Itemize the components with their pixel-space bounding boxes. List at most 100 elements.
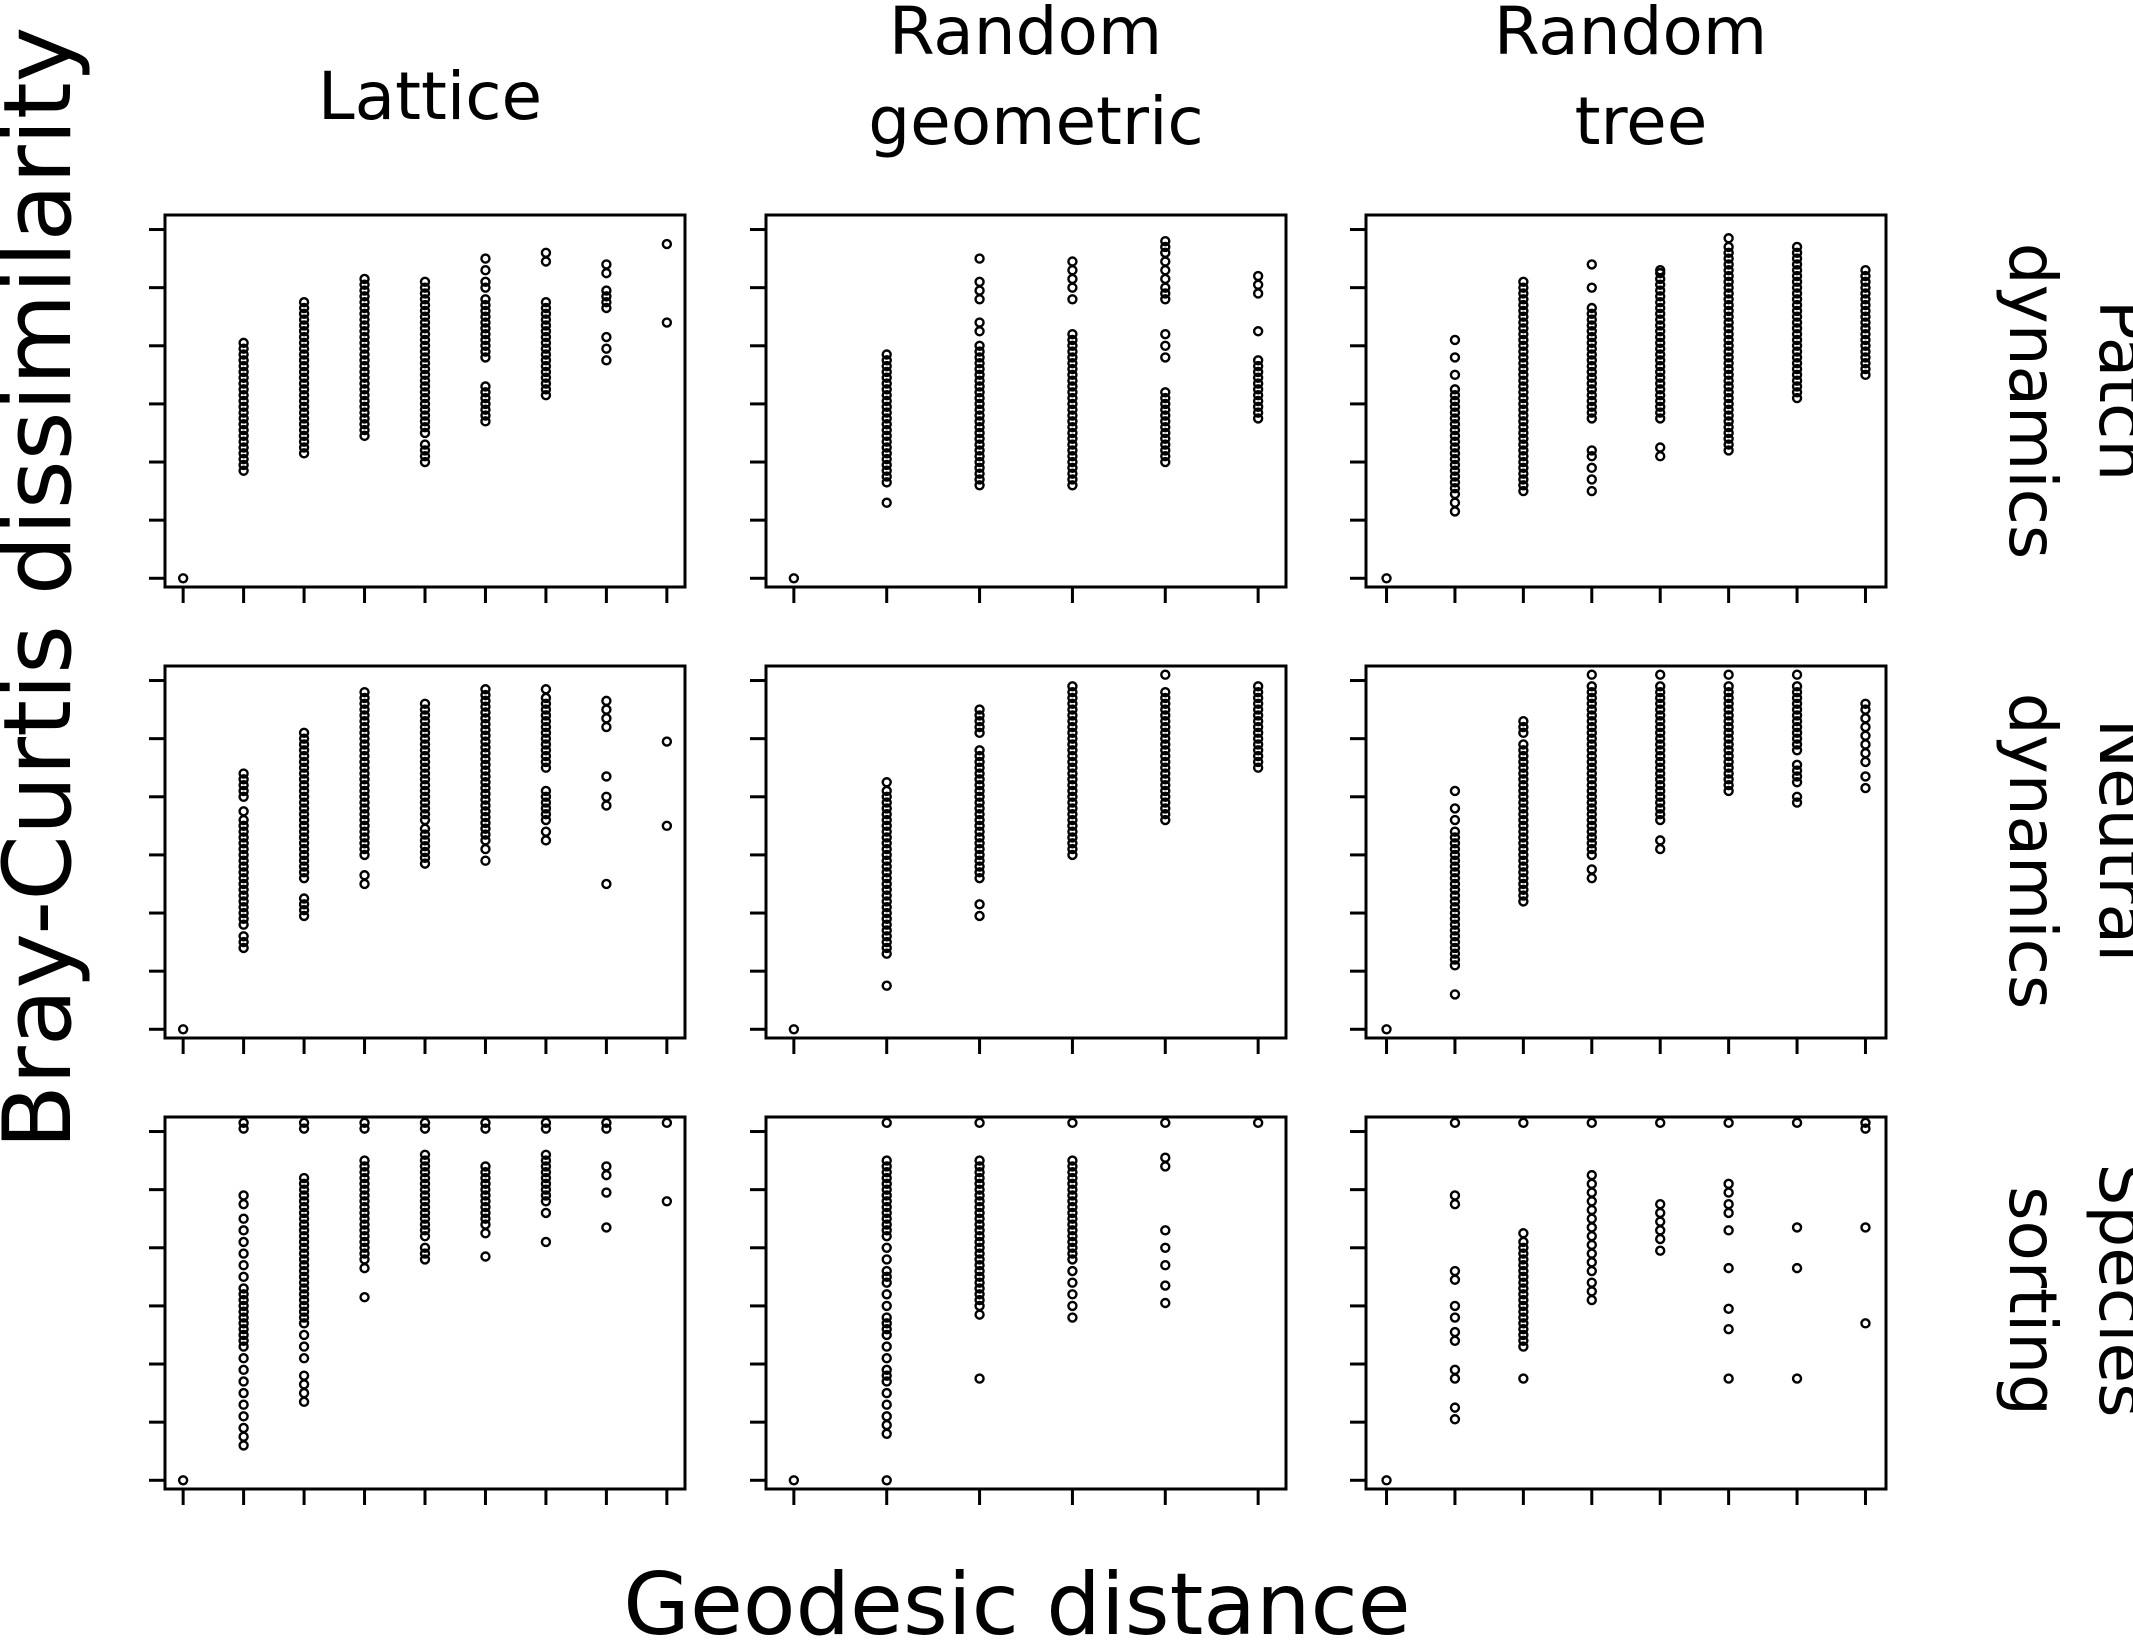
data-point bbox=[1518, 838, 1529, 849]
data-point bbox=[1655, 302, 1666, 314]
data-point bbox=[1723, 681, 1734, 692]
data-point bbox=[881, 1219, 892, 1230]
data-point bbox=[238, 436, 249, 447]
data-point bbox=[1586, 797, 1597, 808]
data-point bbox=[974, 768, 985, 779]
data-point bbox=[1252, 384, 1264, 395]
data-point bbox=[298, 1277, 310, 1288]
data-point bbox=[1252, 360, 1264, 372]
data-point bbox=[238, 907, 249, 919]
data-point bbox=[238, 395, 249, 407]
data-point bbox=[1067, 797, 1078, 808]
data-point bbox=[298, 372, 310, 383]
data-point bbox=[1860, 771, 1871, 782]
data-point bbox=[1860, 276, 1871, 288]
data-point bbox=[1586, 681, 1597, 692]
data-point bbox=[480, 410, 491, 421]
data-point bbox=[1723, 358, 1734, 369]
data-point bbox=[1791, 692, 1803, 704]
data-point bbox=[1586, 308, 1597, 320]
data-point bbox=[238, 1117, 249, 1129]
data-point bbox=[881, 372, 892, 383]
data-point bbox=[1518, 375, 1529, 386]
data-point bbox=[238, 384, 249, 395]
data-point bbox=[480, 1201, 491, 1213]
data-point bbox=[480, 340, 491, 351]
data-point bbox=[881, 1271, 892, 1283]
data-point bbox=[298, 1207, 310, 1219]
data-point bbox=[1586, 349, 1597, 360]
data-point bbox=[1449, 890, 1461, 901]
data-point bbox=[1160, 698, 1171, 709]
data-point bbox=[1586, 360, 1597, 372]
data-point bbox=[480, 695, 491, 707]
data-point bbox=[1723, 1303, 1734, 1315]
data-point bbox=[298, 355, 310, 366]
data-point bbox=[1518, 480, 1529, 491]
data-point bbox=[974, 317, 985, 328]
data-point bbox=[540, 378, 552, 389]
data-point bbox=[1067, 439, 1078, 450]
data-point bbox=[298, 389, 310, 401]
data-point bbox=[601, 771, 612, 782]
data-point bbox=[1723, 387, 1734, 398]
data-point bbox=[1067, 820, 1078, 832]
data-point bbox=[1586, 1178, 1597, 1190]
data-point bbox=[1586, 785, 1597, 797]
data-point bbox=[359, 1184, 370, 1195]
data-point bbox=[1449, 506, 1461, 517]
data-point bbox=[540, 326, 552, 337]
data-point bbox=[298, 904, 310, 916]
data-point bbox=[1655, 1117, 1666, 1129]
data-point bbox=[881, 832, 892, 843]
data-point bbox=[1655, 1233, 1666, 1245]
data-point bbox=[480, 276, 491, 288]
data-point bbox=[1723, 727, 1734, 739]
data-point bbox=[601, 355, 612, 366]
data-point bbox=[1723, 669, 1734, 680]
data-point bbox=[359, 372, 370, 383]
data-point bbox=[359, 1201, 370, 1213]
data-point bbox=[1518, 1312, 1529, 1323]
data-point bbox=[480, 392, 491, 404]
data-point bbox=[974, 774, 985, 785]
data-point bbox=[238, 884, 249, 895]
data-point bbox=[1655, 785, 1666, 797]
data-point bbox=[1723, 369, 1734, 381]
data-point bbox=[974, 352, 985, 363]
data-point bbox=[298, 1341, 310, 1352]
data-point bbox=[974, 456, 985, 468]
data-point bbox=[1586, 692, 1597, 704]
data-point bbox=[1449, 471, 1461, 482]
data-point bbox=[1160, 421, 1171, 433]
data-point bbox=[1723, 416, 1734, 427]
data-point bbox=[480, 800, 491, 811]
data-point bbox=[238, 1260, 249, 1271]
data-point bbox=[1655, 797, 1666, 808]
data-point bbox=[881, 878, 892, 890]
data-point bbox=[238, 896, 249, 907]
data-point bbox=[881, 465, 892, 476]
data-point bbox=[1160, 1260, 1171, 1271]
data-point bbox=[1518, 404, 1529, 415]
data-point bbox=[1449, 1117, 1461, 1129]
data-point bbox=[1586, 826, 1597, 837]
data-point bbox=[1791, 299, 1803, 311]
data-point bbox=[1723, 241, 1734, 253]
panel-lattice-patch-dynamics bbox=[149, 213, 687, 603]
data-point bbox=[480, 1117, 491, 1129]
data-point bbox=[1449, 919, 1461, 930]
data-point bbox=[1449, 872, 1461, 884]
data-point bbox=[419, 410, 431, 421]
data-point bbox=[1655, 791, 1666, 802]
data-point bbox=[1586, 1230, 1597, 1242]
data-point bbox=[419, 323, 431, 334]
data-point bbox=[1067, 1207, 1078, 1219]
data-point bbox=[881, 890, 892, 901]
data-point bbox=[1860, 1318, 1871, 1329]
data-point bbox=[1252, 1117, 1264, 1129]
data-point bbox=[1252, 681, 1264, 692]
data-point bbox=[1449, 832, 1461, 843]
data-point bbox=[298, 320, 310, 331]
data-point bbox=[1723, 421, 1734, 433]
